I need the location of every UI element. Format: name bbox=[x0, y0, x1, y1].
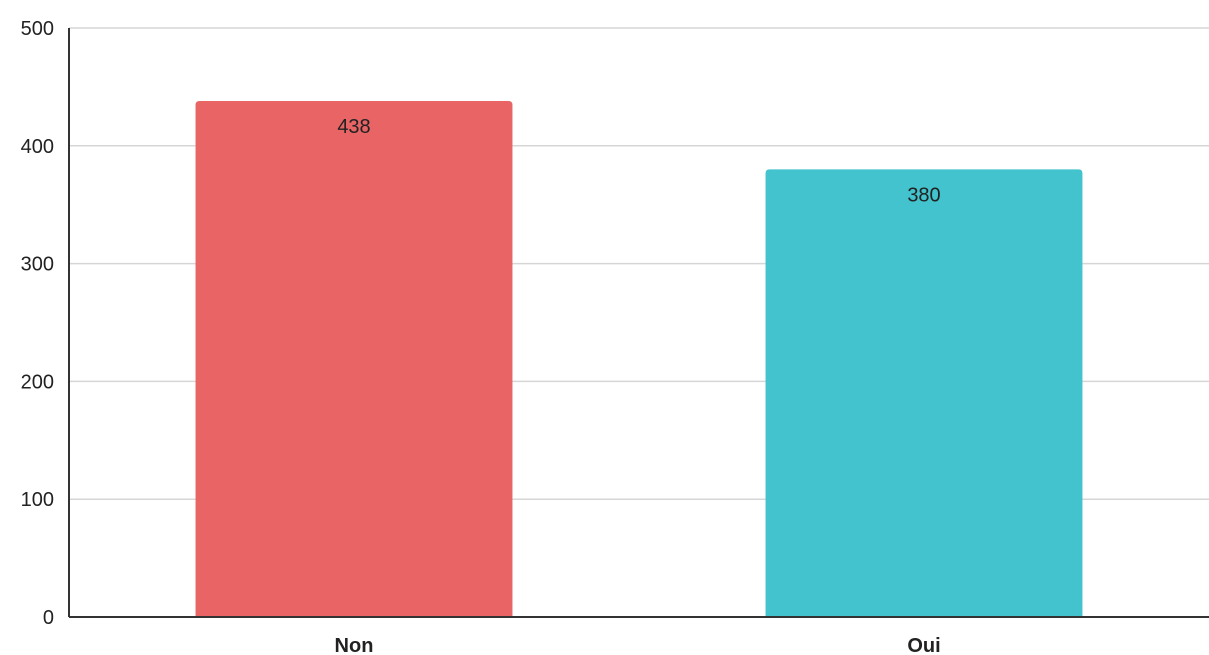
x-axis-category-labels: Non Oui bbox=[335, 635, 941, 655]
data-labels: 438 380 bbox=[337, 116, 940, 206]
y-tick-label-500: 500 bbox=[21, 18, 54, 40]
y-tick-label-100: 100 bbox=[21, 489, 54, 511]
bar-non bbox=[195, 101, 513, 617]
x-tick-label-non: Non bbox=[335, 635, 374, 655]
y-axis-tick-labels: 0 100 200 300 400 500 bbox=[21, 18, 54, 629]
bars bbox=[195, 101, 1083, 618]
bar-oui bbox=[765, 169, 1083, 618]
data-label-non: 438 bbox=[337, 116, 370, 138]
y-tick-label-300: 300 bbox=[21, 254, 54, 276]
x-tick-label-oui: Oui bbox=[907, 635, 940, 655]
data-label-oui: 380 bbox=[907, 184, 940, 206]
y-tick-label-0: 0 bbox=[43, 607, 54, 629]
y-tick-label-200: 200 bbox=[21, 371, 54, 393]
y-tick-label-400: 400 bbox=[21, 136, 54, 158]
